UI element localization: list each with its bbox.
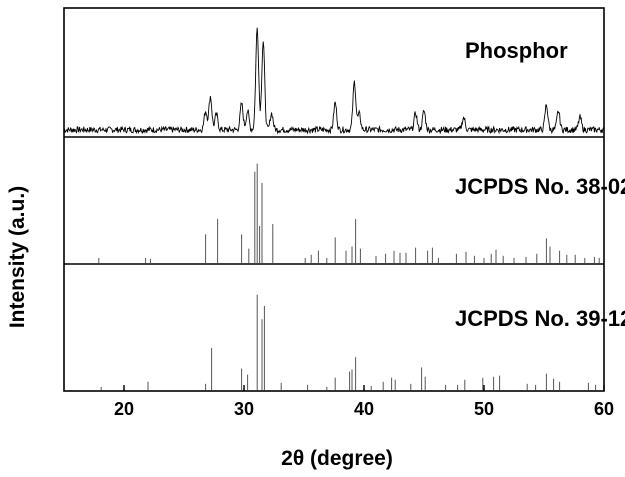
panel-label: JCPDS No. 39-1256 xyxy=(455,306,625,331)
plot-border xyxy=(63,7,605,392)
series-line xyxy=(63,27,605,135)
panel-label: JCPDS No. 38-0271 xyxy=(455,174,625,199)
x-tick-label: 30 xyxy=(234,399,254,419)
y-axis-title: Intensity (a.u.) xyxy=(6,186,29,328)
panel-label: Phosphor xyxy=(465,38,568,63)
x-tick-label: 60 xyxy=(594,399,614,419)
x-tick-label: 40 xyxy=(354,399,374,419)
panel-2: JCPDS No. 38-0271 xyxy=(98,163,625,263)
panel-3: JCPDS No. 39-1256 xyxy=(100,294,625,390)
plot-frame xyxy=(63,7,605,392)
panel-1: Phosphor xyxy=(63,27,605,135)
x-axis-title: 2θ (degree) xyxy=(281,447,393,470)
x-axis: 20 30 40 50 60 xyxy=(114,385,614,419)
panels-layer: Phosphor JCPDS No. 38-0271 JCPDS No. 39-12… xyxy=(63,27,625,390)
x-tick-label: 50 xyxy=(474,399,494,419)
x-tick-label: 20 xyxy=(114,399,134,419)
